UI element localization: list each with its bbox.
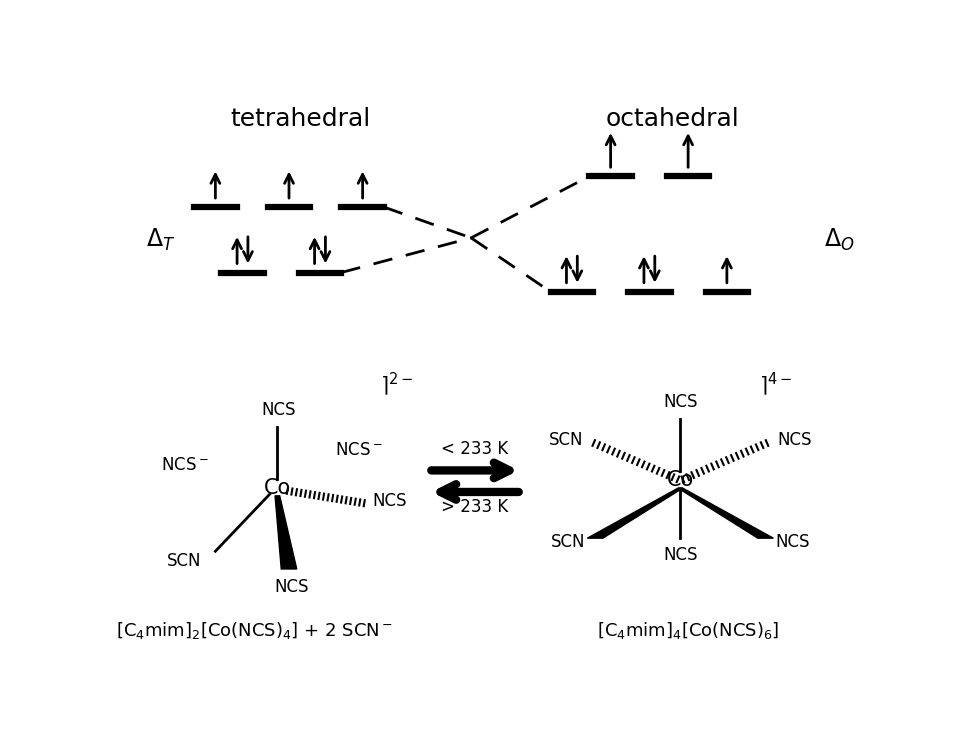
Text: NCS: NCS [373, 492, 407, 510]
Text: SCN: SCN [549, 431, 583, 449]
Text: NCS$^-$: NCS$^-$ [334, 441, 382, 458]
Text: Co: Co [263, 478, 290, 498]
Text: < 233 K: < 233 K [441, 440, 509, 458]
Polygon shape [275, 496, 296, 569]
Text: NCS: NCS [777, 431, 811, 449]
Text: octahedral: octahedral [605, 107, 738, 131]
Text: NCS: NCS [775, 533, 809, 551]
Text: $\Delta_T$: $\Delta_T$ [146, 227, 175, 252]
Text: SCN: SCN [551, 533, 585, 551]
Text: tetrahedral: tetrahedral [230, 107, 371, 131]
Text: SCN: SCN [167, 552, 201, 570]
Text: NCS: NCS [274, 578, 308, 596]
Text: [C$_4$mim]$_4$[Co(NCS)$_6$]: [C$_4$mim]$_4$[Co(NCS)$_6$] [597, 620, 778, 640]
Text: > 233 K: > 233 K [441, 498, 509, 516]
Text: [C$_4$mim]$_2$[Co(NCS)$_4$] + 2 SCN$^-$: [C$_4$mim]$_2$[Co(NCS)$_4$] + 2 SCN$^-$ [115, 620, 392, 640]
Polygon shape [678, 488, 773, 538]
Text: Co: Co [666, 471, 693, 491]
Text: $\rceil^{4-}$: $\rceil^{4-}$ [759, 371, 792, 398]
Text: $\rceil^{2-}$: $\rceil^{2-}$ [379, 371, 413, 398]
Text: NCS$^-$: NCS$^-$ [160, 456, 208, 474]
Text: NCS: NCS [662, 546, 697, 564]
Text: NCS: NCS [261, 401, 296, 419]
Polygon shape [587, 488, 682, 538]
Text: $\Delta_O$: $\Delta_O$ [823, 227, 854, 252]
Text: NCS: NCS [662, 393, 697, 411]
